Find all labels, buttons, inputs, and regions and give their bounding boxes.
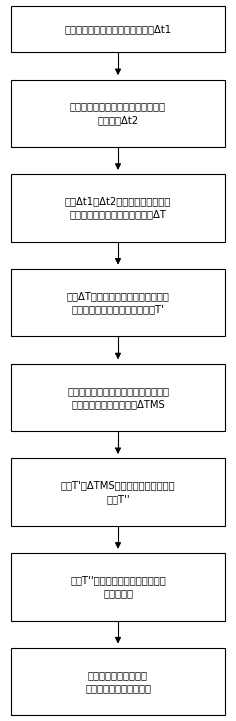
Text: 通过保护装置和故障录
波器对时间同步进行检验: 通过保护装置和故障录 波器对时间同步进行检验 <box>85 670 151 693</box>
Bar <box>11 79 225 147</box>
Text: 通过T'与ΔTMS得到二次设备的精准级
时间T'': 通过T'与ΔTMS得到二次设备的精准级 时间T'' <box>61 480 175 504</box>
Bar <box>11 553 225 621</box>
Bar <box>11 363 225 431</box>
Text: 通过Δt1和Δt2，得到保信主站与二
次设备的秒级粗略时间校正数值ΔT: 通过Δt1和Δt2，得到保信主站与二 次设备的秒级粗略时间校正数值ΔT <box>65 196 171 219</box>
Bar <box>11 6 225 52</box>
Text: 记录保信子站与对应站为的二次设备
的时间差Δt2: 记录保信子站与对应站为的二次设备 的时间差Δt2 <box>70 102 166 125</box>
Bar <box>11 459 225 526</box>
Bar <box>11 269 225 336</box>
Text: 通过T''对二次设备的时间进行第二
次时间校准: 通过T''对二次设备的时间进行第二 次时间校准 <box>70 575 166 598</box>
Bar <box>11 648 225 715</box>
Text: 通过ΔT对二次设备进行第一次时间校
准，得到二次设备的粗略级时间T': 通过ΔT对二次设备进行第一次时间校 准，得到二次设备的粗略级时间T' <box>67 291 169 314</box>
Bar <box>11 174 225 242</box>
Text: 通过故障信息得到保信主站与二次设备
的毫秒级精准时间修正值ΔTMS: 通过故障信息得到保信主站与二次设备 的毫秒级精准时间修正值ΔTMS <box>67 386 169 409</box>
Text: 记录保信主站与保信子站的时间差Δt1: 记录保信主站与保信子站的时间差Δt1 <box>64 24 172 34</box>
